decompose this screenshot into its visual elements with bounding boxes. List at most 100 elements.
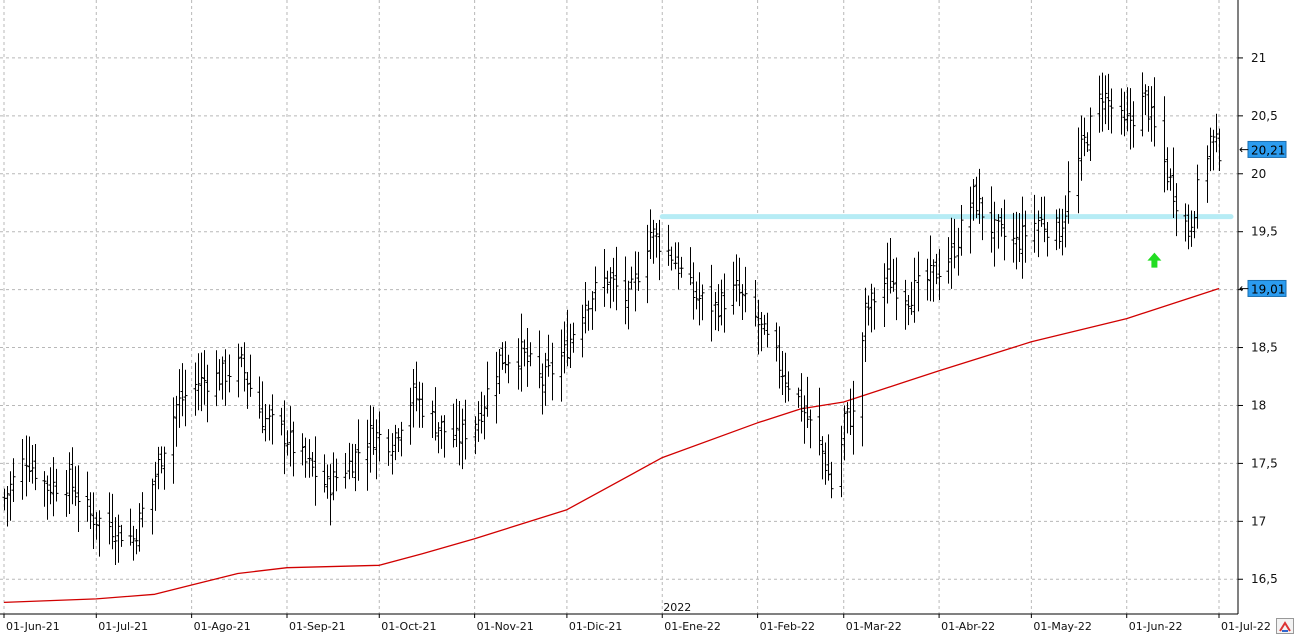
y-tick-label: 18 — [1251, 398, 1266, 412]
price-bar — [679, 256, 684, 278]
x-tick-label: 01-Feb-22 — [760, 620, 815, 633]
price-bar — [740, 284, 745, 320]
price-bar — [64, 469, 69, 517]
y-tick-label: 17,5 — [1251, 456, 1278, 470]
x-tick-label: 01-Abr-22 — [941, 620, 995, 633]
price-bar — [799, 373, 804, 422]
price-bar — [872, 287, 877, 330]
price-bar — [808, 409, 813, 449]
price-bar — [73, 466, 78, 506]
x-tick-label: 01-Jul-21 — [98, 620, 148, 633]
price-bar — [1183, 203, 1188, 242]
price-bar — [700, 284, 705, 321]
price-bar — [420, 382, 425, 428]
price-bar — [328, 464, 333, 526]
price-bar — [543, 352, 548, 406]
price-bar — [820, 436, 825, 480]
price-bar — [903, 279, 908, 330]
price-bar — [968, 186, 973, 254]
y-tick-label: 19,5 — [1251, 225, 1278, 239]
price-bar — [805, 376, 810, 429]
price-bar — [1211, 129, 1216, 171]
price-bar — [270, 394, 275, 445]
price-bar — [1066, 161, 1071, 224]
price-bar — [633, 251, 638, 312]
price-bar — [568, 323, 573, 368]
price-bar — [140, 492, 145, 528]
price-bar — [765, 312, 770, 348]
price-bar — [786, 371, 791, 402]
price-bar — [193, 362, 198, 416]
price-bar — [614, 246, 619, 311]
price-bar — [113, 517, 118, 566]
price-bar — [356, 419, 361, 481]
price-bar — [1103, 75, 1108, 125]
price-bar — [54, 468, 59, 502]
price-bar — [433, 387, 438, 441]
price-bar — [1128, 88, 1133, 150]
price-bar — [1060, 208, 1065, 256]
price-bar — [1017, 212, 1022, 262]
x-tick-label: 01-Ago-21 — [194, 620, 251, 633]
price-bar — [282, 400, 287, 475]
price-bar — [528, 342, 533, 367]
price-bar — [1057, 208, 1062, 249]
price-bar — [906, 295, 911, 326]
price-bar — [971, 179, 976, 221]
price-bar — [956, 227, 961, 276]
price-bar — [1106, 73, 1111, 131]
price-bar — [894, 257, 899, 321]
price-bar — [783, 352, 788, 403]
price-bar — [673, 242, 678, 270]
price-bar — [934, 253, 939, 285]
up-arrow-shape — [1147, 252, 1162, 268]
price-bar — [156, 446, 161, 490]
price-bar — [242, 342, 247, 392]
price-bar — [949, 217, 954, 289]
price-bar — [1195, 164, 1200, 229]
price-bar — [946, 237, 951, 284]
price-bar — [593, 266, 598, 312]
price-bar — [331, 452, 336, 501]
price-bar — [408, 387, 413, 445]
price-bar — [851, 380, 856, 455]
price-bar — [414, 361, 419, 412]
price-bar — [159, 446, 164, 474]
price-bar — [1039, 196, 1044, 227]
y-tick-label: 20,5 — [1251, 109, 1278, 123]
price-bar — [248, 354, 253, 397]
y-tick-label: 16,5 — [1251, 572, 1278, 586]
price-bar — [1109, 88, 1114, 134]
price-bar — [1208, 127, 1213, 172]
price-bar — [1054, 209, 1059, 251]
chart-settings-icon[interactable] — [1276, 618, 1294, 634]
x-tick-label: 01-May-22 — [1033, 620, 1091, 633]
price-bar — [959, 205, 964, 256]
price-bar — [88, 492, 93, 530]
price-bar — [183, 369, 188, 427]
price-bar — [288, 406, 293, 467]
price-bar — [839, 425, 844, 498]
price-bar — [263, 404, 268, 442]
price-bar — [399, 421, 404, 457]
x-tick-label: 01-Jul-22 — [1221, 620, 1271, 633]
price-bar — [796, 387, 801, 408]
price-bar — [519, 313, 524, 392]
price-bar — [586, 300, 591, 331]
price-bar — [676, 242, 681, 290]
price-bar — [199, 352, 204, 412]
price-bar — [368, 405, 373, 473]
price-bar — [1125, 87, 1130, 132]
price-bar — [1097, 75, 1102, 133]
price-bar — [882, 263, 887, 327]
price-bar — [279, 407, 284, 436]
price-bar — [1131, 101, 1136, 148]
price-bar — [436, 422, 441, 454]
price-bar — [365, 419, 370, 491]
price-bar — [937, 249, 942, 301]
price-bar — [91, 492, 96, 550]
price-bar — [377, 411, 382, 462]
last-price-badge: 20,21 ← — [1239, 140, 1287, 158]
price-bar — [1076, 127, 1081, 214]
price-bar — [974, 176, 979, 219]
